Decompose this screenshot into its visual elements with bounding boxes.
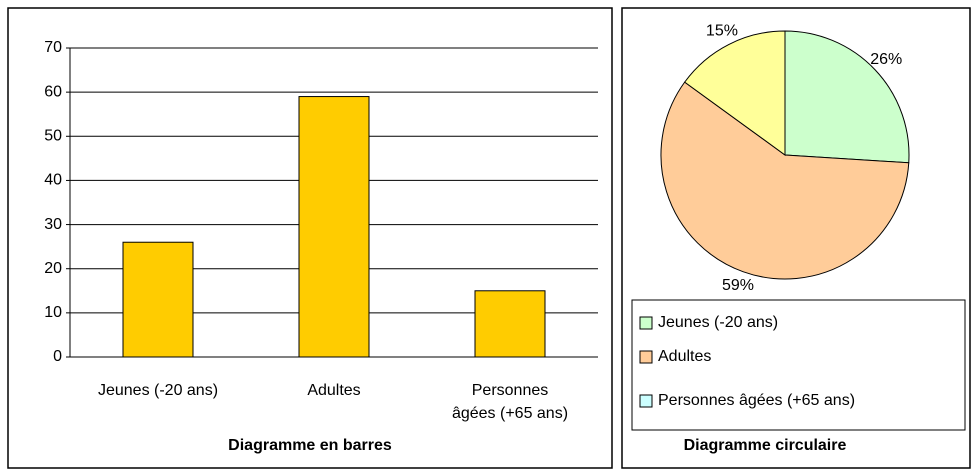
y-tick-label: 40 (44, 172, 62, 189)
bar (474, 290, 546, 358)
y-tick-label: 10 (44, 304, 62, 321)
x-tick-label: Adultes (307, 382, 361, 399)
y-tick-label: 30 (44, 216, 62, 233)
pie-slice (784, 30, 910, 164)
pie-slice (660, 81, 910, 280)
legend-swatch (639, 394, 653, 408)
pie-title: Diagramme circulaire (684, 437, 847, 454)
y-tick-label: 0 (53, 348, 62, 365)
bar (122, 241, 194, 358)
data-label: 59% (722, 277, 754, 294)
data-label: 15% (706, 22, 738, 39)
y-tick-label: 60 (44, 83, 62, 100)
y-tick-label: 70 (44, 39, 62, 56)
legend-swatch (639, 350, 653, 364)
x-tick-label: Personnes âgées (+65 ans) (451, 382, 569, 422)
legend-swatch (639, 316, 653, 330)
y-tick-label: 20 (44, 260, 62, 277)
pie-slice (683, 30, 786, 156)
legend-label: Adultes (658, 348, 711, 365)
legend-box (631, 299, 966, 431)
x-tick-label: Jeunes (-20 ans) (97, 382, 219, 399)
legend-label: Personnes âgées (+65 ans) (658, 392, 855, 409)
bar (298, 96, 370, 358)
bar-title: Diagramme en barres (228, 437, 392, 454)
data-label: 26% (870, 51, 902, 68)
y-tick-label: 50 (44, 128, 62, 145)
legend-label: Jeunes (-20 ans) (658, 314, 778, 331)
